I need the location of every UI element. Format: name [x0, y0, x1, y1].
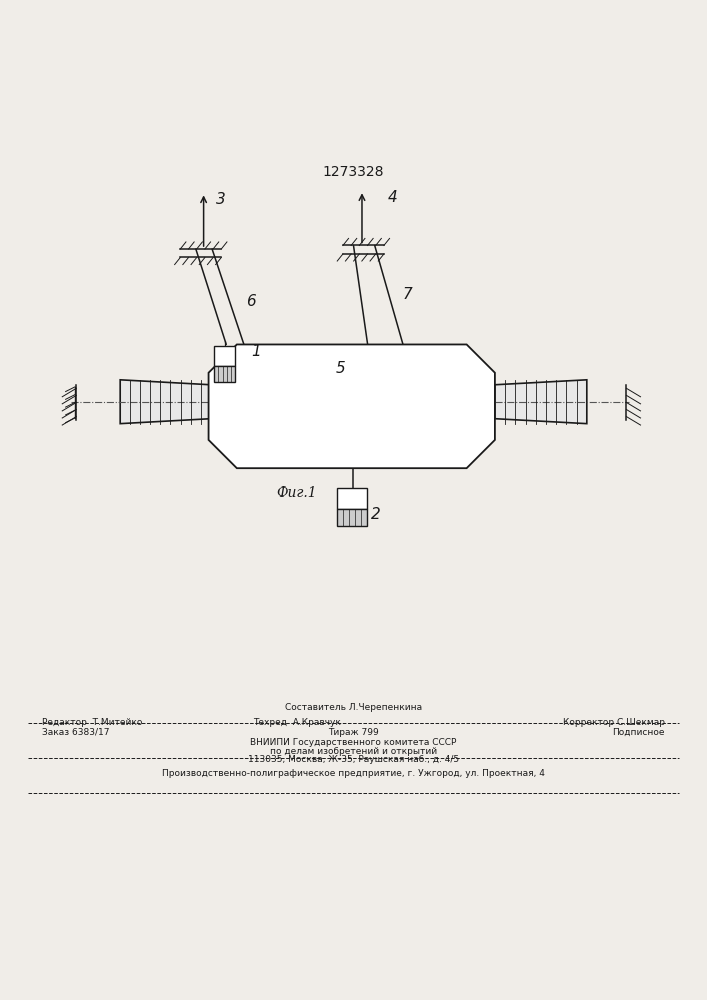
Bar [337, 488, 367, 509]
Text: по делам изобретений и открытий: по делам изобретений и открытий [270, 747, 437, 756]
Text: Фиг.1: Фиг.1 [276, 486, 317, 500]
Text: 7: 7 [403, 287, 413, 302]
Bar [337, 509, 367, 526]
Text: 113035, Москва, Ж-35, Раушская наб., д. 4/5: 113035, Москва, Ж-35, Раушская наб., д. … [248, 755, 459, 764]
Text: Техред  А.Кравчук: Техред А.Кравчук [253, 718, 341, 727]
Text: Тираж 799: Тираж 799 [328, 728, 379, 737]
Text: Корректор С.Шекмар: Корректор С.Шекмар [563, 718, 665, 727]
Text: 1: 1 [252, 344, 262, 359]
Polygon shape [120, 380, 211, 424]
Polygon shape [209, 344, 495, 468]
Text: 3: 3 [216, 192, 226, 207]
Text: 2: 2 [370, 507, 380, 522]
Text: Подписное: Подписное [612, 728, 665, 737]
Text: 4: 4 [387, 190, 397, 205]
Text: Заказ 6383/17: Заказ 6383/17 [42, 728, 110, 737]
Text: Редактор  Т.Митейко: Редактор Т.Митейко [42, 718, 143, 727]
Text: 6: 6 [246, 294, 256, 309]
Text: 1273328: 1273328 [323, 165, 384, 179]
Polygon shape [495, 380, 587, 424]
Text: 5: 5 [336, 361, 346, 376]
Text: Составитель Л.Черепенкина: Составитель Л.Черепенкина [285, 703, 422, 712]
Bar [214, 346, 235, 366]
Text: ВНИИПИ Государственного комитета СССР: ВНИИПИ Государственного комитета СССР [250, 738, 457, 747]
Bar [214, 366, 235, 382]
Text: Производственно-полиграфическое предприятие, г. Ужгород, ул. Проектная, 4: Производственно-полиграфическое предприя… [162, 769, 545, 778]
